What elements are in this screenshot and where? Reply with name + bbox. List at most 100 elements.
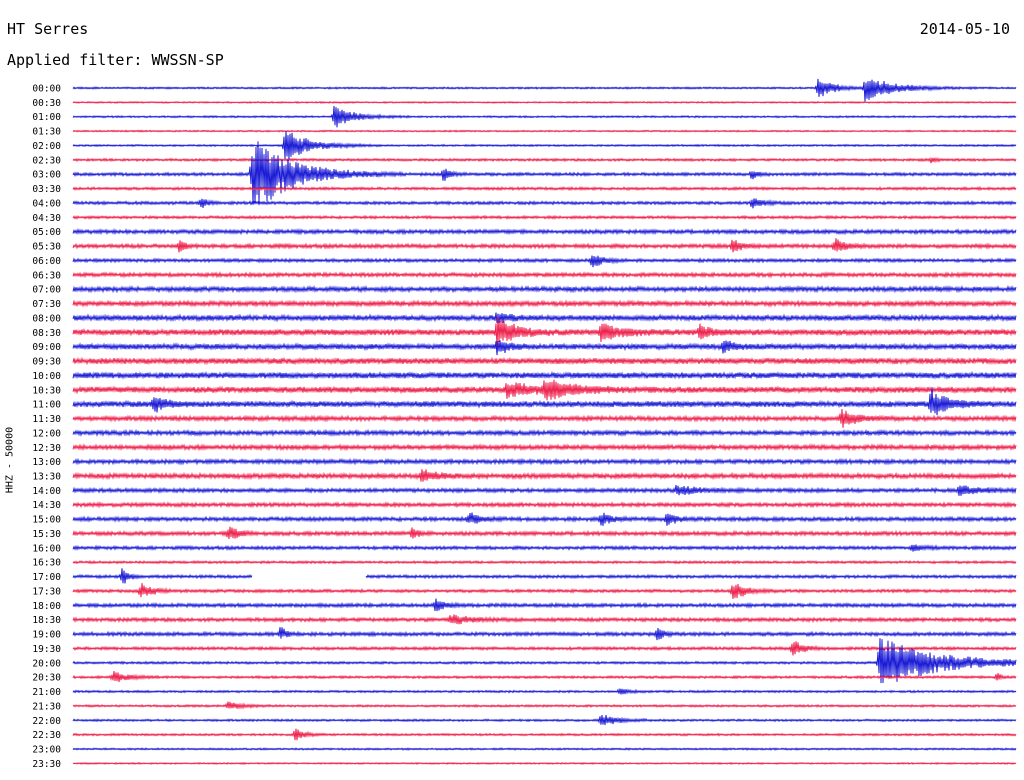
row-time-label: 04:00 bbox=[32, 198, 61, 209]
row-time-label: 16:00 bbox=[32, 543, 61, 554]
row-time-label: 20:00 bbox=[32, 658, 61, 669]
row-time-label: 14:00 bbox=[32, 486, 61, 497]
trace-row-2230 bbox=[72, 728, 1017, 741]
trace-row-1100 bbox=[72, 387, 1017, 416]
trace-row-0300 bbox=[72, 141, 1017, 205]
trace-row-2100 bbox=[72, 688, 1017, 695]
trace-row-1030 bbox=[72, 379, 1017, 401]
trace-row-0830 bbox=[72, 316, 1017, 348]
trace-row-2330 bbox=[72, 761, 1017, 765]
row-time-label: 11:00 bbox=[32, 400, 61, 411]
trace-row-1700 bbox=[72, 568, 1017, 584]
station-title: HT Serres bbox=[7, 20, 89, 38]
trace-row-2030 bbox=[72, 671, 1017, 683]
trace-row-1630 bbox=[72, 559, 1017, 565]
row-time-label: 06:30 bbox=[32, 270, 61, 281]
trace-row-1900 bbox=[72, 627, 1017, 641]
trace-row-0000 bbox=[72, 78, 1017, 102]
row-time-label: 19:00 bbox=[32, 630, 61, 641]
trace-row-0430 bbox=[72, 214, 1017, 220]
trace-row-2000 bbox=[72, 638, 1017, 684]
trace-row-1230 bbox=[72, 443, 1017, 452]
row-time-label: 23:00 bbox=[32, 745, 61, 756]
trace-row-1800 bbox=[72, 598, 1017, 612]
trace-row-1400 bbox=[72, 484, 1017, 496]
trace-row-0900 bbox=[72, 340, 1017, 356]
row-time-label: 07:30 bbox=[32, 299, 61, 310]
trace-row-0500 bbox=[72, 227, 1017, 236]
row-time-label: 21:00 bbox=[32, 687, 61, 698]
trace-row-1530 bbox=[72, 526, 1017, 539]
trace-row-1730 bbox=[72, 583, 1017, 600]
row-time-label: 10:00 bbox=[32, 371, 61, 382]
trace-row-0530 bbox=[72, 238, 1017, 253]
row-time-label: 22:30 bbox=[32, 730, 61, 741]
row-time-label: 19:30 bbox=[32, 644, 61, 655]
row-time-label: 00:00 bbox=[32, 84, 61, 95]
filter-label: Applied filter: WWSSN-SP bbox=[7, 51, 224, 69]
row-time-label: 12:30 bbox=[32, 443, 61, 454]
row-time-label: 18:30 bbox=[32, 615, 61, 626]
row-time-label: 20:30 bbox=[32, 673, 61, 684]
row-time-label: 23:30 bbox=[32, 759, 61, 770]
trace-row-0400 bbox=[72, 198, 1017, 209]
row-time-label: 10:30 bbox=[32, 385, 61, 396]
trace-row-2300 bbox=[72, 747, 1017, 751]
row-time-label: 15:30 bbox=[32, 529, 61, 540]
row-time-label: 18:00 bbox=[32, 601, 61, 612]
row-time-label: 05:00 bbox=[32, 227, 61, 238]
trace-row-1930 bbox=[72, 641, 1017, 656]
row-time-label: 15:00 bbox=[32, 515, 61, 526]
row-time-label: 05:30 bbox=[32, 242, 61, 253]
trace-row-1500 bbox=[72, 512, 1017, 526]
row-time-label: 02:00 bbox=[32, 141, 61, 152]
trace-row-2200 bbox=[72, 715, 1017, 726]
row-time-label: 13:00 bbox=[32, 457, 61, 468]
row-time-label: 02:30 bbox=[32, 155, 61, 166]
row-time-label: 12:00 bbox=[32, 428, 61, 439]
row-time-label: 00:30 bbox=[32, 98, 61, 109]
trace-row-0100 bbox=[72, 105, 1017, 128]
trace-row-2130 bbox=[72, 701, 1017, 710]
trace-row-0930 bbox=[72, 356, 1017, 366]
row-time-label: 14:30 bbox=[32, 500, 61, 511]
row-time-label: 17:30 bbox=[32, 586, 61, 597]
row-time-label: 11:30 bbox=[32, 414, 61, 425]
row-time-label: 07:00 bbox=[32, 285, 61, 296]
trace-row-0730 bbox=[72, 299, 1017, 308]
trace-row-0800 bbox=[72, 312, 1017, 324]
row-time-label: 03:30 bbox=[32, 184, 61, 195]
trace-row-1300 bbox=[72, 457, 1017, 466]
row-time-label: 09:00 bbox=[32, 342, 61, 353]
trace-row-1130 bbox=[72, 408, 1017, 428]
row-time-label: 03:00 bbox=[32, 170, 61, 181]
trace-row-0700 bbox=[72, 284, 1017, 294]
row-time-label: 04:30 bbox=[32, 213, 61, 224]
row-time-label: 09:30 bbox=[32, 357, 61, 368]
row-time-label: 16:30 bbox=[32, 558, 61, 569]
trace-row-0030 bbox=[72, 100, 1017, 104]
trace-row-1000 bbox=[72, 370, 1017, 380]
date-label: 2014-05-10 bbox=[919, 20, 1010, 38]
row-time-label: 01:00 bbox=[32, 112, 61, 123]
row-time-label: 13:30 bbox=[32, 471, 61, 482]
row-time-label: 06:00 bbox=[32, 256, 61, 267]
trace-row-0200 bbox=[72, 130, 1017, 159]
trace-row-0230 bbox=[72, 156, 1017, 164]
row-time-label: 21:30 bbox=[32, 701, 61, 712]
trace-row-1200 bbox=[72, 428, 1017, 437]
trace-row-0630 bbox=[72, 271, 1017, 279]
trace-row-1330 bbox=[72, 469, 1017, 482]
trace-row-0330 bbox=[72, 185, 1017, 192]
row-time-label: 22:00 bbox=[32, 716, 61, 727]
trace-row-0600 bbox=[72, 255, 1017, 268]
row-time-label: 08:30 bbox=[32, 328, 61, 339]
trace-row-1830 bbox=[72, 614, 1017, 625]
row-time-label: 01:30 bbox=[32, 127, 61, 138]
trace-row-0130 bbox=[72, 129, 1017, 133]
row-time-label: 08:00 bbox=[32, 313, 61, 324]
trace-row-1430 bbox=[72, 500, 1017, 509]
trace-row-1600 bbox=[72, 544, 1017, 552]
row-time-label: 17:00 bbox=[32, 572, 61, 583]
